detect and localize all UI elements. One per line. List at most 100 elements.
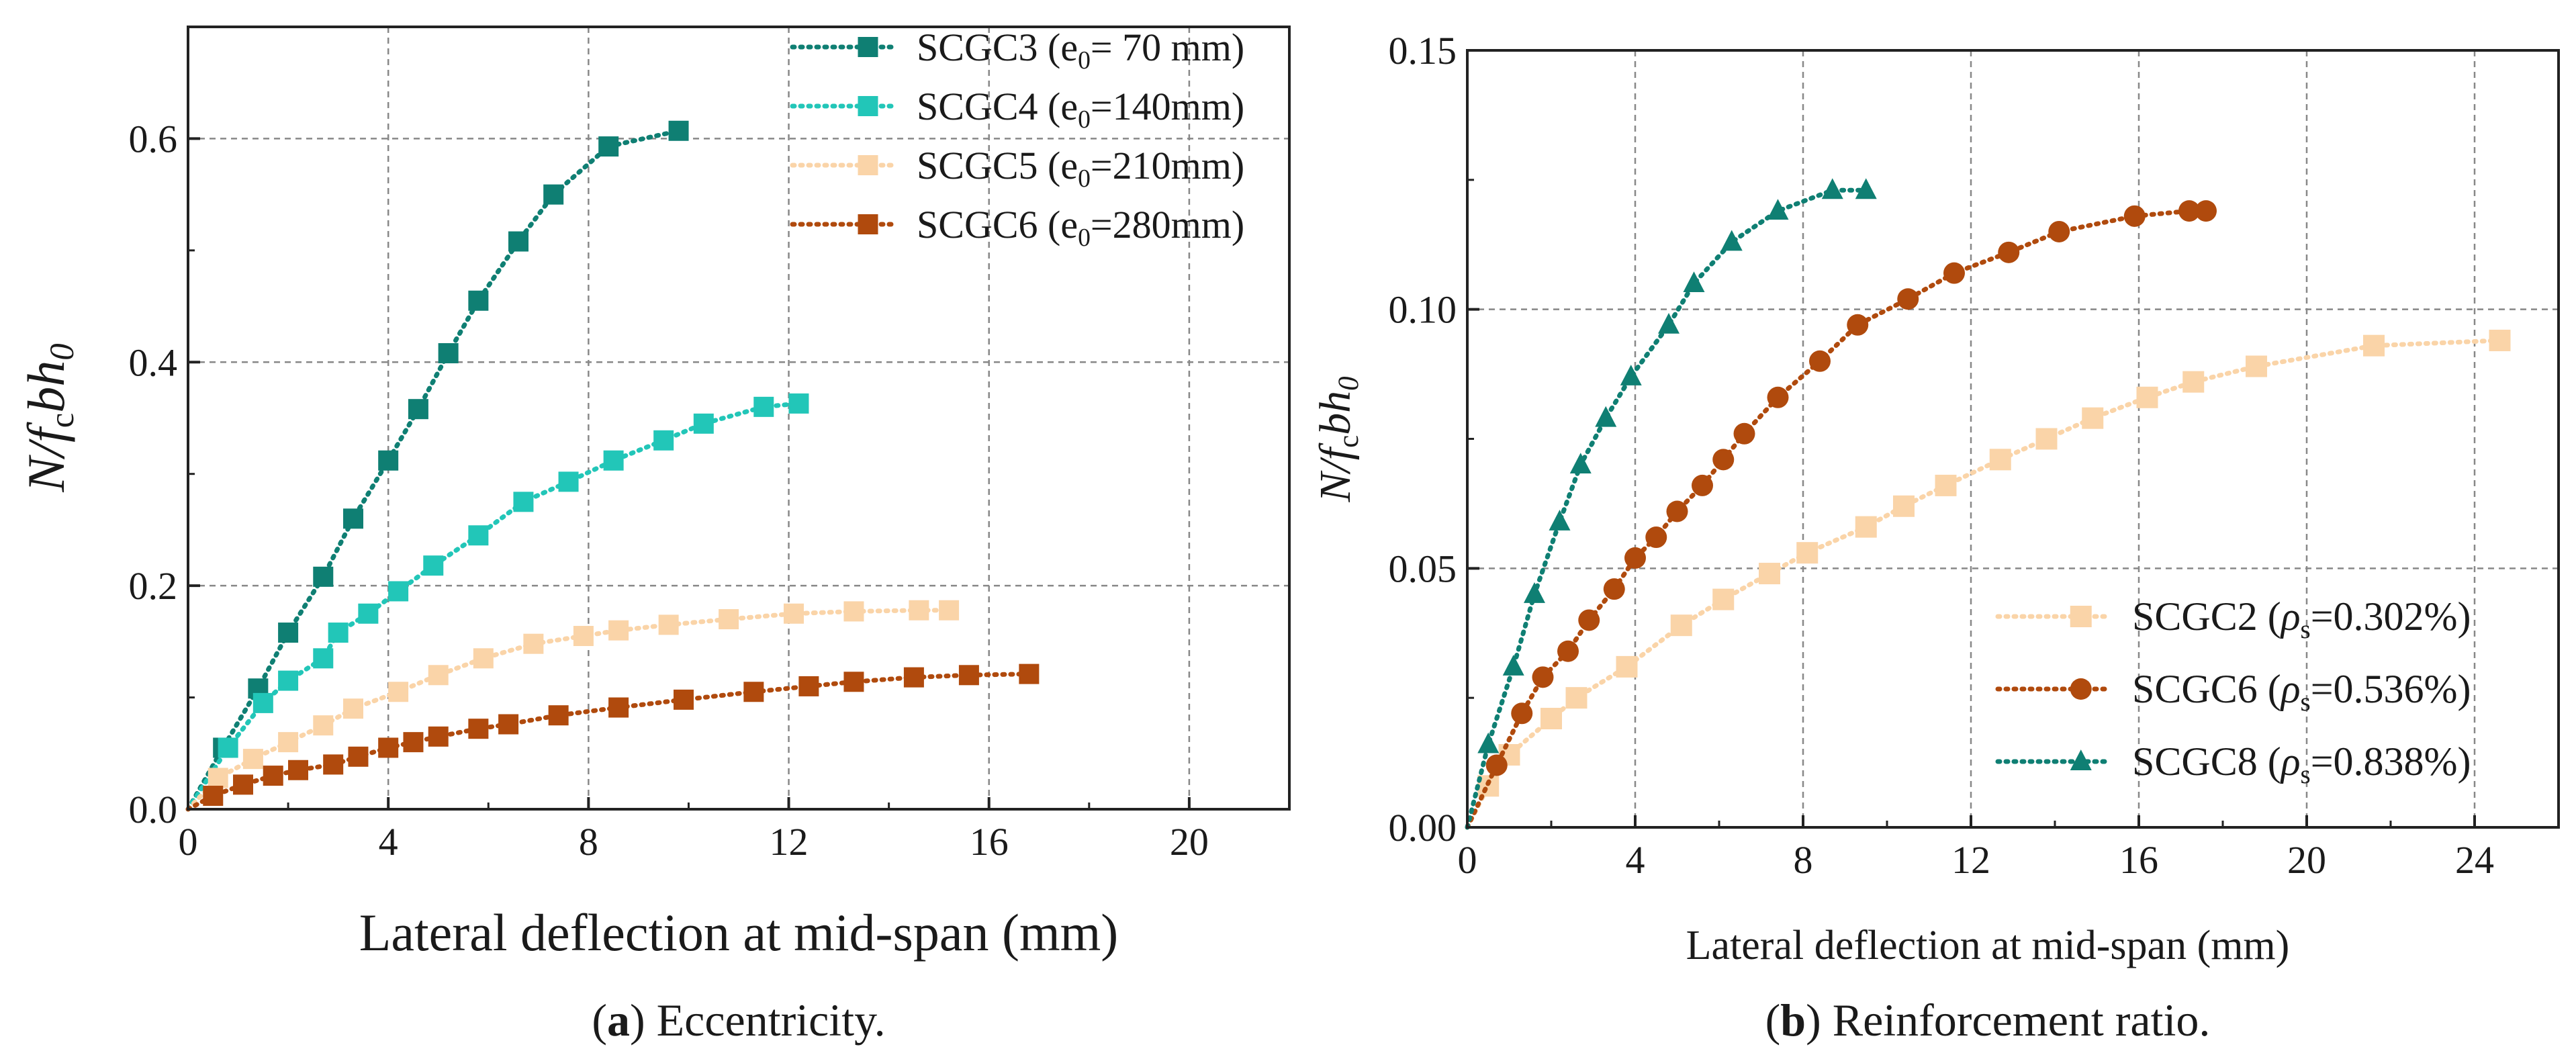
data-point — [784, 603, 804, 624]
x-tick-label: 12 — [770, 820, 809, 864]
caption-b: (b) Reinforcement ratio. — [1765, 995, 2211, 1046]
x-axis-label: Lateral deflection at mid-span (mm) — [359, 903, 1119, 962]
y-label-n: N/ — [17, 439, 75, 493]
data-point — [1712, 588, 1735, 610]
data-point — [233, 774, 253, 795]
data-point — [2048, 220, 2070, 242]
data-point — [523, 633, 544, 654]
data-point — [428, 665, 449, 686]
data-point — [2070, 606, 2092, 627]
data-point — [1603, 578, 1625, 600]
data-point — [468, 290, 489, 311]
data-point — [278, 732, 299, 753]
x-tick-label: 8 — [1794, 838, 1813, 882]
data-point — [348, 746, 369, 767]
x-tick-label: 20 — [1170, 820, 1209, 864]
y-axis-label: N/fcbh0 — [1311, 376, 1365, 502]
data-point — [843, 601, 864, 622]
caption-a-letter: a — [607, 995, 630, 1046]
data-point — [2363, 334, 2385, 357]
legend-item-scgc6: SCGC6 (e0=280mm) — [790, 203, 1244, 252]
y-tick-label: 0.2 — [129, 564, 178, 608]
legend-label: SCGC2 (ρs=0.302%) — [2132, 594, 2471, 644]
data-point — [1624, 547, 1646, 569]
y-label-zero: 0 — [43, 343, 81, 360]
data-point — [1645, 526, 1667, 549]
data-point — [843, 672, 864, 692]
x-tick-label: 16 — [2119, 838, 2158, 882]
data-point — [208, 768, 228, 788]
data-point — [1578, 609, 1600, 631]
data-point — [1658, 312, 1680, 334]
series-scgc6 — [185, 663, 1040, 812]
data-point — [858, 96, 878, 116]
data-point — [558, 471, 579, 492]
legend-item-scgc5: SCGC5 (e0=210mm) — [790, 144, 1244, 193]
data-point — [2082, 407, 2104, 429]
data-point — [1502, 655, 1524, 676]
data-point — [1767, 199, 1789, 220]
data-point — [1666, 500, 1688, 522]
data-point — [668, 120, 689, 141]
legend-item-scgc3: SCGC3 (e0= 70 mm) — [790, 26, 1244, 75]
legend-label: SCGC4 (e0=140mm) — [917, 85, 1244, 134]
data-point — [1759, 563, 1780, 585]
data-point — [858, 214, 878, 234]
data-point — [858, 37, 878, 57]
series-scgc2 — [1465, 329, 2511, 830]
data-point — [1485, 754, 1508, 776]
data-point — [1733, 422, 1755, 445]
data-point — [263, 766, 283, 786]
y-tick-label: 0.4 — [129, 340, 178, 384]
data-point — [513, 492, 534, 512]
data-point — [473, 648, 494, 669]
data-point — [288, 760, 308, 780]
legend-label: SCGC5 (e0=210mm) — [917, 144, 1244, 193]
legend-label: SCGC3 (e0= 70 mm) — [917, 26, 1244, 75]
data-point — [423, 555, 444, 576]
data-point — [378, 450, 399, 471]
y-label-bh: bh — [17, 361, 75, 413]
data-point — [1683, 271, 1705, 293]
data-point — [1998, 241, 2020, 263]
data-point — [543, 184, 564, 205]
data-point — [608, 697, 629, 718]
data-point — [753, 396, 774, 417]
data-point — [909, 600, 929, 621]
x-tick-label: 24 — [2455, 838, 2494, 882]
data-point — [378, 737, 399, 758]
data-point — [2123, 205, 2146, 227]
data-point — [1557, 640, 1579, 662]
data-point — [403, 732, 424, 753]
data-point — [603, 450, 624, 471]
data-point — [1893, 495, 1915, 517]
data-point — [508, 231, 528, 252]
data-point — [1809, 350, 1831, 372]
data-point — [903, 667, 924, 688]
data-point — [788, 393, 809, 414]
data-point — [1847, 314, 1869, 336]
series-line — [185, 672, 1031, 812]
y-axis-label: N/fcbh0 — [17, 343, 81, 492]
data-point — [658, 614, 679, 635]
y-label-c: c — [1333, 435, 1365, 448]
x-tick-label: 0 — [1458, 838, 1477, 882]
x-tick-label: 8 — [579, 820, 598, 864]
caption-b-letter: b — [1780, 995, 1806, 1046]
y-tick-label: 0.05 — [1389, 547, 1457, 590]
legend-item-scgc4: SCGC4 (e0=140mm) — [790, 85, 1244, 134]
data-point — [1565, 687, 1588, 709]
data-point — [468, 525, 489, 546]
data-point — [1670, 614, 1692, 637]
data-point — [1524, 582, 1545, 603]
legend-label: SCGC8 (ρs=0.838%) — [2132, 739, 2471, 789]
series-group — [1465, 178, 2511, 830]
data-point — [1019, 663, 1040, 684]
data-point — [1595, 406, 1617, 427]
legend-label: SCGC6 (ρs=0.536%) — [2132, 667, 2471, 717]
x-tick-label: 0 — [179, 820, 198, 864]
chart-panel-b: 0 4 8 12 16 20 24 0.00 0.05 0.10 0.15 SCGC2 (ρs=0.… — [1311, 29, 2560, 1046]
data-point — [1855, 178, 1877, 199]
data-point — [2035, 428, 2058, 450]
